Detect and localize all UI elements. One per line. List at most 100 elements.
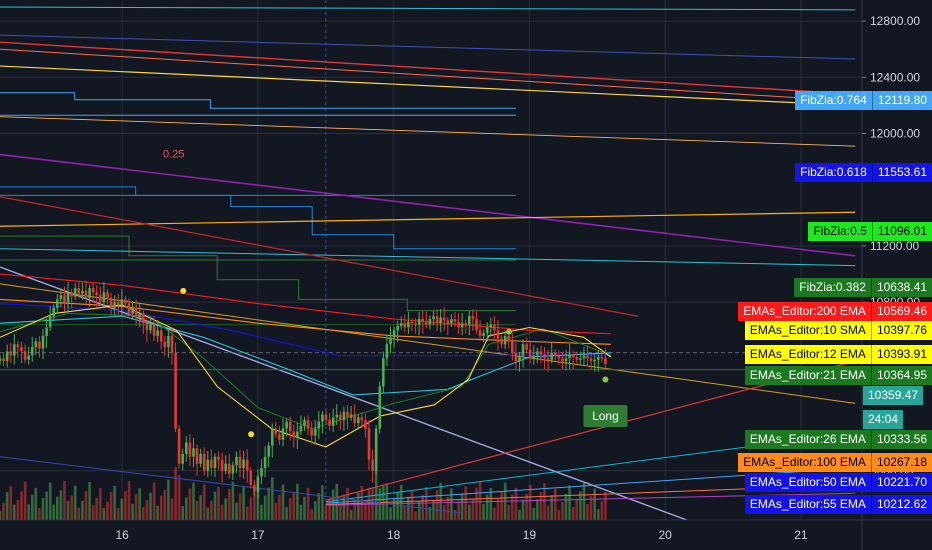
candle-body [525,344,528,350]
candle-body [285,421,288,429]
volume-bar [442,504,446,520]
volume-bar [70,495,73,520]
volume-bar [396,492,399,520]
fib-step-band [0,92,516,109]
candle-body [274,428,278,435]
price-label-name: FibZia:0.5 [813,224,867,238]
candle-body [134,307,138,318]
candle-body [371,459,374,471]
volume-bar [163,489,167,520]
volume-bar [468,504,471,520]
candle-body [579,358,582,360]
candle-body [206,459,210,471]
candle-body [41,335,45,349]
volume-bar [493,507,496,520]
signal-dot [180,287,187,294]
time-tick-label: 19 [523,528,537,542]
candle-body [116,302,120,305]
candle-body [357,417,360,423]
candle-body [263,456,267,468]
candle-body [16,344,20,348]
candle-body [199,453,202,464]
candle-body [321,414,324,422]
last-price-value: 10359.47 [868,388,919,402]
moving-average-line [0,298,611,345]
candle-body [493,324,496,331]
candle-body [349,414,353,418]
volume-bar [496,498,500,520]
price-label-name: EMAs_Editor:21 EMA [749,368,866,382]
price-label-tag: FibZia:0.382 10638.41 [794,278,932,297]
candle-body [475,319,478,331]
candle-body [220,459,224,471]
volume-bar [271,477,274,520]
candle-body [575,357,579,360]
time-tick-label: 20 [658,528,672,542]
candle-body [95,292,98,296]
price-label-value: 10397.76 [870,321,932,340]
candle-body [514,352,518,362]
candle-body [73,288,77,297]
candle-body [224,463,227,471]
price-label-value: 10221.70 [870,473,932,492]
candle-body [324,414,328,421]
volume-bar [23,481,27,520]
volume-bar [149,492,152,520]
candle-body [213,456,217,468]
candle-body [600,357,604,359]
candle-body [84,290,88,298]
volume-bar [66,501,70,520]
volume-bar [56,496,59,520]
volume-bar [9,486,13,520]
volume-bar [521,499,525,520]
volume-bar [597,508,600,520]
price-tick-label: 11200.00 [870,239,919,253]
candle-body [296,431,299,438]
price-label-value: 12119.80 [871,91,932,110]
candle-body [299,425,303,432]
candle-body [170,335,174,353]
price-label-value: 10569.46 [870,302,932,321]
volume-bar [414,511,417,520]
price-label-value: 10212.62 [870,495,932,514]
volume-bar [536,499,539,520]
volume-bar [528,484,532,520]
volume-bar [339,503,342,520]
candle-body [278,434,281,440]
volume-bar [392,499,396,520]
moving-average-line [0,315,611,396]
candle-body [260,468,263,477]
volume-bar [13,504,16,520]
volume-bar [249,497,253,520]
time-tick-label: 18 [387,528,401,542]
candle-body [597,357,600,360]
fib-step-band [0,235,516,312]
volume-bar [550,495,553,520]
price-label-value: 10333.56 [870,430,932,449]
volume-bar [385,483,389,520]
price-label-name: EMAs_Editor:10 SMA [749,323,866,337]
price-tick-label: 12000.00 [870,127,920,141]
volume-bar [321,485,324,520]
volume-bar [109,492,113,520]
candle-body [217,456,220,460]
candle-body [410,321,414,324]
candle-body [561,358,564,362]
candle-body [192,448,195,457]
volume-bar [471,498,475,520]
volume-bar [278,494,281,520]
candle-body [177,428,181,464]
volume-bar [485,494,489,520]
candle-body [511,341,514,353]
candle-body [460,323,464,328]
candle-body [378,386,382,429]
candle-body [500,338,503,345]
volume-bar [156,505,159,520]
candle-body [468,316,471,325]
candle-body [48,316,52,328]
candle-body [435,316,439,324]
volume-bar [20,491,23,520]
volume-bar [453,509,457,520]
volume-bar [138,488,141,520]
candle-body [571,354,575,357]
